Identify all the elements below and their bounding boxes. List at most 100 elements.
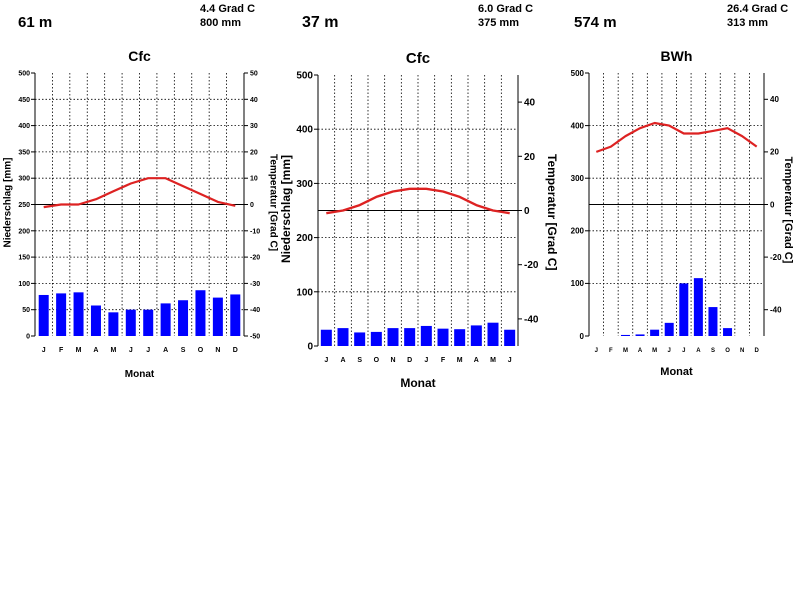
y-tick-label-left: 300 [18,176,30,183]
x-tick-label: F [59,347,64,354]
precipitation-bar [650,329,660,336]
chart-title: BWh [660,48,693,64]
x-tick-label: M [457,357,463,364]
y-tick-label-right: 0 [770,200,775,209]
y-tick-label-right: 50 [250,70,258,77]
y-tick-label-right: 0 [250,202,254,209]
chart-title: Cfc [405,50,431,67]
x-tick-label: A [340,357,345,364]
y-tick-label-left: 200 [18,228,30,235]
x-tick-label: J [129,347,133,354]
y-tick-label-left: 200 [296,233,313,244]
x-tick-label: J [146,347,150,354]
y-tick-label-right: -10 [250,228,260,235]
precipitation-bar [108,312,119,336]
precipitation-bar [125,309,136,336]
temperature-line [43,177,236,209]
x-tick-label: M [76,347,82,354]
x-tick-label: A [163,347,168,354]
y-tick-label-left: 400 [571,121,585,130]
x-tick-label: N [390,357,395,364]
y-tick-label-left: 500 [296,71,313,82]
x-tick-label: F [441,357,446,364]
chart-title: Cfc [128,48,151,64]
y-tick-label-right: 40 [770,95,779,104]
precipitation-bar [404,328,416,346]
x-tick-label: J [424,357,428,364]
precipitation-bar [178,300,189,336]
y-tick-label-right: 20 [770,148,779,157]
y-tick-label-right: -20 [770,253,782,262]
x-tick-label: A [696,348,701,354]
y-tick-label-right: 10 [250,176,258,183]
y-tick-label-left: 200 [571,227,585,236]
y-tick-label-right: -50 [250,333,260,340]
x-tick-label: S [711,348,715,354]
elevation-label: 61 m [18,14,53,31]
y-tick-label-right: 20 [250,149,258,156]
temperature-line [595,121,758,153]
precipitation-bar [90,305,101,336]
y-tick-label-right: -20 [250,255,260,262]
precipitation-bar [230,294,241,336]
x-tick-label: O [374,357,380,364]
y-tick-label-left: 100 [571,279,585,288]
precipitation-bar [470,325,482,346]
precipitation-bar [454,329,466,346]
annual-precipitation-label: 313 mm [727,17,768,29]
x-tick-label: A [93,347,98,354]
y-tick-label-left: 350 [18,149,30,156]
y-tick-label-right: 30 [250,123,258,130]
x-tick-label: S [357,357,362,364]
x-tick-label: M [623,348,628,354]
x-tick-label: D [233,347,238,354]
x-tick-label: M [652,348,657,354]
x-tick-label: D [755,348,760,354]
elevation-label: 574 m [574,14,617,31]
precipitation-bar [635,334,645,336]
y-tick-label-right: -20 [524,260,539,271]
precipitation-bar [420,325,432,346]
mean-temperature-label: 4.4 Grad C [200,3,256,15]
x-tick-label: M [490,357,496,364]
precipitation-bar [679,283,689,336]
precipitation-bar [38,294,49,336]
x-tick-label: A [638,348,643,354]
precipitation-bar [387,328,399,346]
y-tick-label-left: 300 [571,174,585,183]
precipitation-bar [693,278,703,336]
precipitation-bar [487,322,499,346]
precipitation-bar [504,329,516,346]
y-tick-label-left: 0 [26,333,30,340]
x-tick-label: J [668,348,671,354]
x-tick-label: A [474,357,479,364]
x-tick-label: F [609,348,613,354]
mean-temperature-label: 6.0 Grad C [478,3,534,15]
x-tick-label: J [595,348,598,354]
x-tick-label: N [215,347,220,354]
precipitation-bar [664,322,674,336]
annual-precipitation-label: 800 mm [200,17,241,29]
x-tick-label: S [181,347,186,354]
x-tick-label: J [42,347,46,354]
precipitation-bar [337,328,349,346]
temperature-line [326,187,510,215]
precipitation-bar [212,297,223,336]
y-tick-label-left: 100 [296,287,313,298]
y-tick-label-right: 40 [250,97,258,104]
precipitation-bar [437,328,449,346]
x-tick-label: O [725,348,730,354]
y-tick-label-right: -40 [524,314,539,325]
y-tick-label-left: 450 [18,97,30,104]
precipitation-bar [320,329,332,346]
y-tick-label-left: 400 [296,125,313,136]
y-tick-label-left: 500 [571,69,585,78]
y-tick-label-right: -40 [250,307,260,314]
x-tick-label: J [508,357,512,364]
x-axis-label: Monat [660,366,693,378]
precipitation-bar [370,331,382,346]
precipitation-bar [708,307,718,336]
y-tick-label-left: 0 [580,332,585,341]
